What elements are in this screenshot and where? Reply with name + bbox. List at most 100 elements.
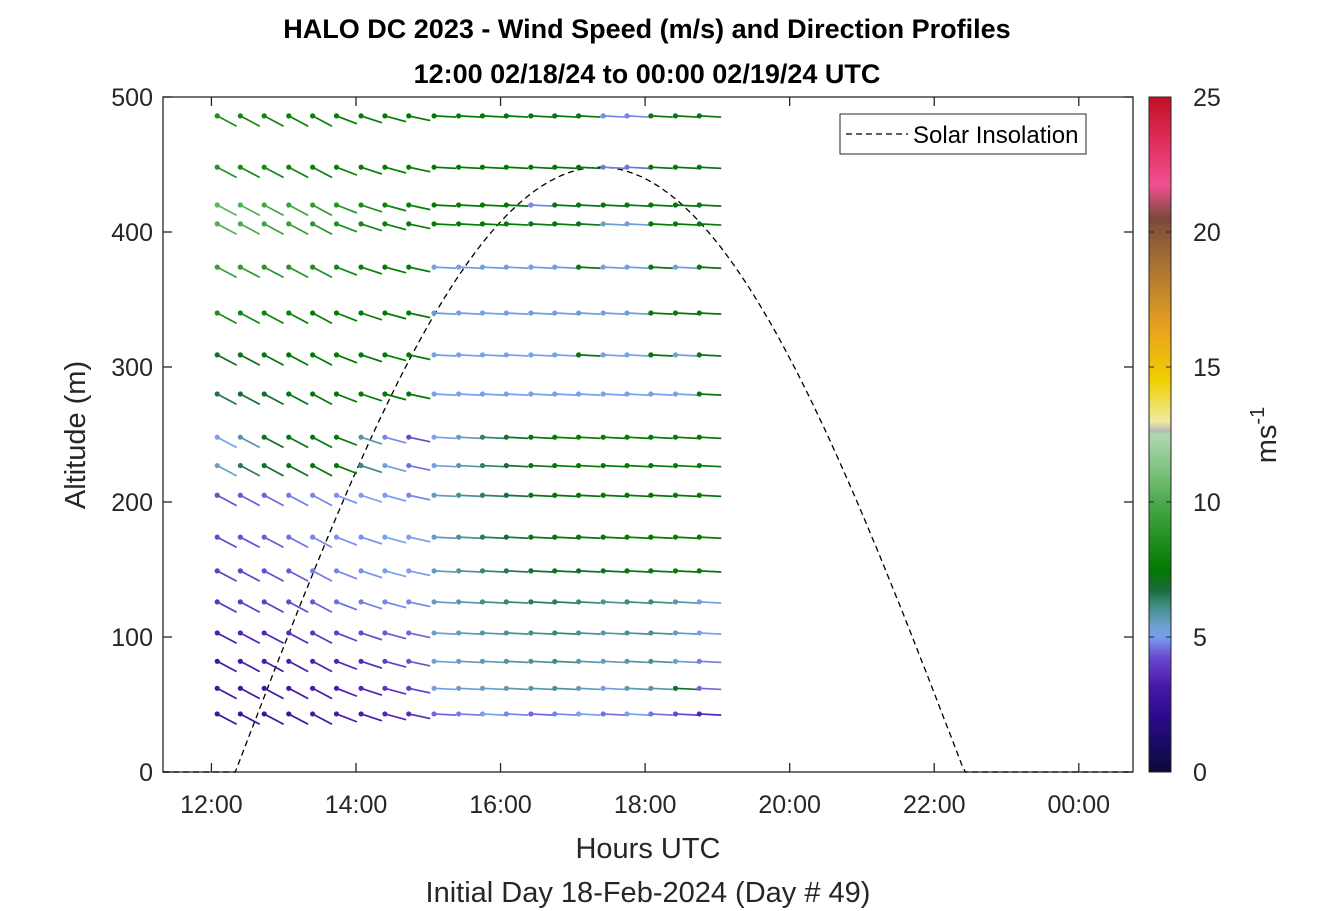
wind-barb-point bbox=[503, 658, 509, 664]
wind-barb-point bbox=[310, 164, 316, 170]
wind-barb-shaft bbox=[408, 223, 431, 230]
wind-barb-shaft bbox=[216, 204, 238, 217]
wind-barb-shaft bbox=[263, 536, 285, 549]
wind-barb-point bbox=[696, 221, 702, 227]
wind-barb-shaft bbox=[239, 115, 261, 127]
legend: Solar Insolation bbox=[839, 113, 1087, 155]
wind-barb-shaft bbox=[312, 632, 333, 645]
wind-barb-point bbox=[333, 113, 340, 119]
wind-barb-point bbox=[431, 568, 437, 574]
wind-barb-point bbox=[261, 202, 267, 208]
colorbar-ticks: 0 5 10 15 20 25 bbox=[1149, 84, 1221, 787]
y-tick-label: 300 bbox=[111, 354, 153, 382]
wind-barb-point bbox=[696, 711, 702, 717]
wind-barb-point bbox=[576, 685, 582, 691]
wind-barb-shaft bbox=[578, 494, 601, 498]
wind-barb-point bbox=[237, 658, 243, 664]
wind-barb-point bbox=[696, 352, 702, 358]
wind-barb-point bbox=[552, 221, 558, 227]
wind-barb-point bbox=[479, 221, 486, 227]
wind-barb-shaft bbox=[312, 204, 333, 217]
wind-barb-shaft bbox=[360, 687, 383, 696]
wind-barb-point bbox=[648, 568, 654, 574]
wind-barb-shaft bbox=[554, 166, 577, 170]
wind-barb-shaft bbox=[360, 166, 383, 175]
wind-barb-point bbox=[456, 164, 462, 170]
wind-barb-point bbox=[261, 164, 267, 170]
wind-barb-point bbox=[503, 352, 509, 358]
wind-barb-shaft bbox=[554, 536, 577, 540]
wind-barb-point bbox=[528, 391, 534, 397]
wind-barb-shaft bbox=[530, 204, 553, 208]
wind-barb-point bbox=[456, 202, 462, 208]
wind-barb-shaft bbox=[288, 570, 309, 582]
wind-barb-point bbox=[648, 599, 654, 605]
wind-barb-point bbox=[261, 534, 267, 540]
wind-barb-point bbox=[600, 434, 606, 440]
wind-barb-point bbox=[456, 534, 462, 540]
wind-barb-point bbox=[479, 352, 486, 358]
chart-subtitle: 12:00 02/18/24 to 00:00 02/19/24 UTC bbox=[414, 59, 881, 89]
wind-barb-point bbox=[406, 113, 412, 119]
wind-barb-point bbox=[576, 164, 582, 170]
wind-barb-shaft bbox=[360, 570, 383, 579]
wind-barb-shaft bbox=[360, 204, 383, 213]
y-axis: 0 100 200 300 400 500 bbox=[111, 84, 1133, 787]
wind-barb-shaft bbox=[650, 494, 673, 498]
wind-barb-point bbox=[358, 599, 364, 605]
wind-barb-shaft bbox=[530, 223, 553, 226]
wind-barb-point bbox=[696, 630, 702, 636]
wind-barb-point bbox=[358, 492, 364, 498]
wind-barb-shaft bbox=[216, 223, 238, 235]
wind-barb-shaft bbox=[482, 393, 505, 397]
wind-barb-shaft bbox=[650, 687, 673, 691]
wind-barb-shaft bbox=[578, 632, 601, 635]
wind-barb-shaft bbox=[554, 464, 577, 468]
wind-barb-shaft bbox=[554, 312, 577, 316]
wind-barb-shaft bbox=[650, 570, 673, 573]
wind-barb-point bbox=[552, 630, 558, 636]
wind-barb-point bbox=[672, 434, 679, 440]
wind-barb-shaft bbox=[482, 536, 505, 540]
wind-barb-point bbox=[310, 711, 316, 717]
wind-barb-shaft bbox=[578, 713, 601, 716]
wind-barb-point bbox=[576, 352, 582, 358]
wind-barb-shaft bbox=[288, 632, 309, 645]
wind-barb-shaft bbox=[530, 536, 553, 540]
wind-barb-shaft bbox=[263, 354, 285, 366]
wind-barb-shaft bbox=[408, 660, 431, 667]
wind-barb-point bbox=[310, 658, 316, 664]
wind-barb-shaft bbox=[506, 660, 529, 664]
colorbar-tick-label: 15 bbox=[1193, 354, 1221, 382]
wind-barb-shaft bbox=[554, 204, 577, 208]
wind-barb-shaft bbox=[675, 223, 698, 226]
wind-barb-shaft bbox=[554, 632, 577, 635]
wind-barb-shaft bbox=[603, 166, 626, 170]
wind-barb-point bbox=[528, 568, 534, 574]
wind-barb-shaft bbox=[458, 393, 481, 397]
wind-barb-point bbox=[431, 534, 437, 540]
wind-barb-point bbox=[237, 711, 243, 717]
wind-barb-point bbox=[214, 462, 220, 469]
wind-barb-shaft bbox=[239, 632, 261, 645]
wind-barb-point bbox=[214, 534, 220, 540]
wind-barb-point bbox=[237, 534, 243, 540]
wind-barb-shaft bbox=[239, 436, 261, 449]
wind-barb-shaft bbox=[216, 464, 238, 477]
wind-barb-point bbox=[310, 534, 316, 540]
wind-barb-shaft bbox=[603, 660, 626, 664]
wind-barb-point bbox=[624, 534, 630, 540]
wind-barb-shaft bbox=[626, 632, 650, 635]
wind-barb-point bbox=[648, 164, 654, 170]
wind-barb-point bbox=[456, 599, 462, 605]
wind-barb-shaft bbox=[626, 393, 650, 397]
wind-barb-shaft bbox=[482, 713, 505, 716]
wind-barb-shaft bbox=[312, 494, 333, 507]
wind-barb-point bbox=[552, 264, 558, 270]
wind-barb-point bbox=[552, 492, 558, 498]
wind-barb-point bbox=[358, 434, 364, 440]
wind-barb-point bbox=[382, 352, 388, 358]
wind-barb-shaft bbox=[434, 166, 457, 170]
wind-barb-shaft bbox=[506, 223, 529, 226]
wind-barb-point bbox=[479, 462, 486, 469]
